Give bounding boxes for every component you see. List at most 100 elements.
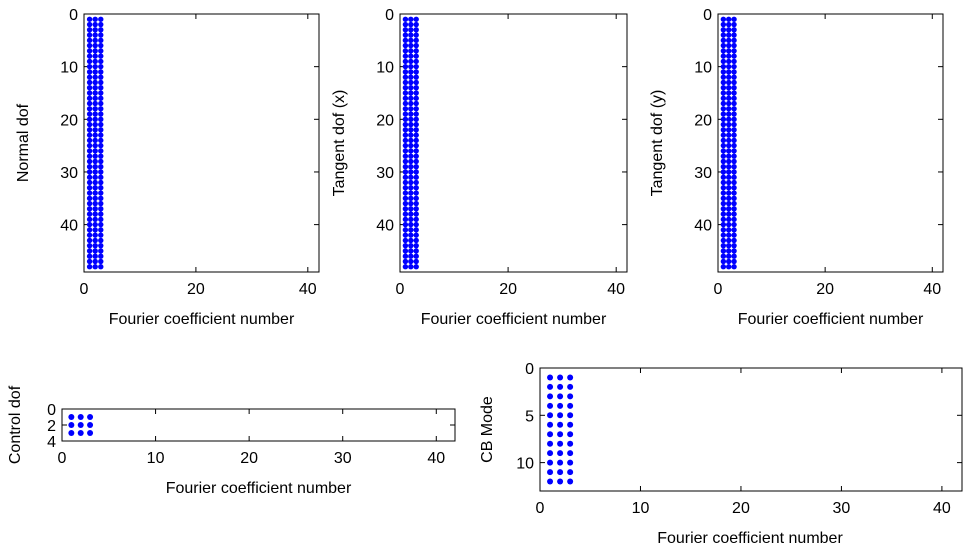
nonzero-dot — [547, 459, 554, 466]
nonzero-dot — [547, 440, 554, 447]
nonzero-dot — [557, 402, 564, 409]
nonzero-dot — [720, 42, 727, 49]
nonzero-dot — [720, 153, 727, 159]
nonzero-dot — [402, 221, 409, 228]
nonzero-dot — [731, 116, 737, 123]
nonzero-dot — [720, 169, 727, 175]
nonzero-dot — [92, 185, 98, 191]
nonzero-dot — [413, 85, 419, 91]
nonzero-dot — [402, 195, 409, 201]
nonzero-dot — [86, 32, 93, 38]
nonzero-dot — [92, 153, 98, 159]
x-tick-label: 40 — [923, 281, 941, 298]
nonzero-dot — [731, 58, 737, 65]
nonzero-dot — [92, 158, 98, 165]
nonzero-dot — [413, 121, 419, 128]
nonzero-dot — [402, 85, 409, 91]
nonzero-dot — [86, 132, 93, 138]
nonzero-dot — [92, 221, 98, 228]
nonzero-dot — [720, 232, 727, 238]
nonzero-dot — [731, 69, 737, 75]
nonzero-dot — [408, 221, 414, 228]
nonzero-dot — [557, 440, 564, 447]
nonzero-dot — [86, 95, 93, 101]
nonzero-dot — [731, 121, 737, 128]
nonzero-dot — [402, 258, 409, 265]
nonzero-dot — [92, 211, 98, 217]
nonzero-dot — [402, 58, 409, 65]
nonzero-dot — [720, 253, 727, 259]
y-tick-label: 20 — [694, 112, 712, 129]
nonzero-dot — [731, 100, 737, 107]
nonzero-dot — [731, 16, 737, 22]
nonzero-dot — [731, 137, 737, 144]
nonzero-dot — [92, 63, 98, 70]
nonzero-dot — [567, 459, 574, 466]
nonzero-dot — [402, 163, 409, 170]
nonzero-dot — [726, 111, 732, 117]
x-tick-label: 20 — [732, 500, 750, 517]
nonzero-dot — [86, 48, 93, 54]
nonzero-dot — [86, 42, 93, 49]
nonzero-dot — [86, 211, 93, 217]
nonzero-dot — [92, 127, 98, 133]
nonzero-dot — [720, 200, 727, 207]
y-tick-label: 4 — [47, 434, 56, 451]
nonzero-dot — [408, 37, 414, 44]
nonzero-dot — [567, 440, 574, 447]
nonzero-dot — [731, 163, 737, 170]
nonzero-dot — [731, 37, 737, 44]
nonzero-dot — [98, 132, 104, 138]
nonzero-dot — [731, 158, 737, 165]
nonzero-dot — [731, 190, 737, 196]
nonzero-dot — [98, 195, 104, 201]
nonzero-dot — [408, 32, 414, 38]
nonzero-dot — [402, 121, 409, 128]
nonzero-dot — [731, 79, 737, 86]
nonzero-dot — [92, 179, 98, 186]
nonzero-dot — [86, 174, 93, 180]
nonzero-dot — [413, 63, 419, 70]
nonzero-dot — [86, 206, 93, 212]
nonzero-dot — [567, 431, 574, 438]
nonzero-dot — [92, 253, 98, 259]
x-tick-label: 30 — [833, 500, 851, 517]
nonzero-dot — [92, 79, 98, 86]
nonzero-dot — [413, 111, 419, 117]
nonzero-dot — [720, 248, 727, 254]
nonzero-dot — [720, 148, 727, 154]
nonzero-dot — [731, 258, 737, 265]
nonzero-dot — [86, 195, 93, 201]
x-tick-label: 20 — [187, 281, 205, 298]
nonzero-dot — [92, 258, 98, 265]
nonzero-dot — [408, 95, 414, 101]
nonzero-dot — [98, 174, 104, 180]
nonzero-dot — [402, 63, 409, 70]
nonzero-dot — [720, 221, 727, 228]
nonzero-dot — [413, 190, 419, 196]
nonzero-dot — [408, 227, 414, 233]
nonzero-dot — [98, 48, 104, 54]
nonzero-dot — [92, 32, 98, 38]
nonzero-dot — [402, 132, 409, 138]
nonzero-dot — [567, 393, 574, 400]
nonzero-dot — [408, 242, 414, 249]
x-tick-label: 10 — [147, 450, 165, 467]
nonzero-dot — [408, 163, 414, 170]
nonzero-dot — [413, 21, 419, 28]
nonzero-dot — [413, 237, 419, 244]
nonzero-dot — [731, 253, 737, 259]
nonzero-dot — [413, 169, 419, 175]
x-axis-label: Fourier coefficient number — [109, 311, 295, 328]
nonzero-dot — [92, 90, 98, 96]
nonzero-dot — [408, 195, 414, 201]
nonzero-dot — [413, 74, 419, 80]
nonzero-dot — [731, 185, 737, 191]
nonzero-dot — [402, 227, 409, 233]
x-tick-label: 0 — [396, 281, 405, 298]
nonzero-dot — [92, 132, 98, 138]
nonzero-dot — [567, 383, 574, 390]
nonzero-dot — [98, 111, 104, 117]
nonzero-dot — [92, 216, 98, 223]
nonzero-dot — [720, 174, 727, 180]
